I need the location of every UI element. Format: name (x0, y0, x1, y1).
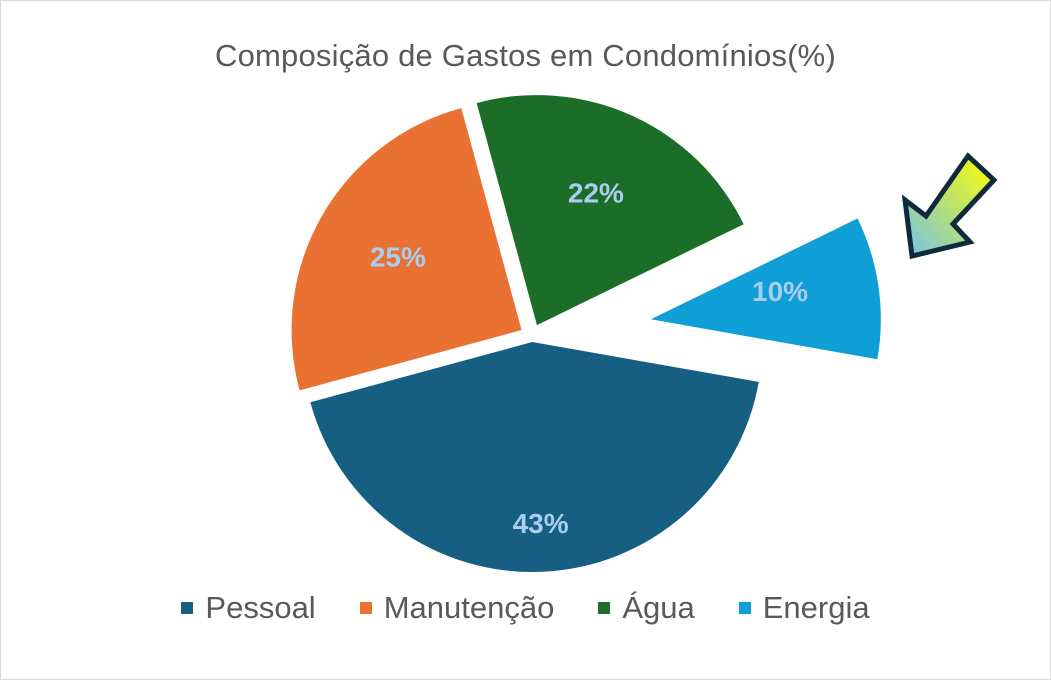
arrow-icon (901, 152, 998, 260)
legend-label: Energia (762, 590, 870, 625)
pie-slice-pessoal (310, 341, 759, 572)
pie-slice-energia (650, 218, 881, 360)
legend: Pessoal Manutenção Água Energia (0, 590, 1051, 626)
chart-title: Composição de Gastos em Condomínios(%) (215, 38, 836, 73)
legend-swatch (359, 602, 372, 614)
legend-item: Pessoal (181, 590, 316, 626)
data-label: 10% (752, 276, 808, 307)
legend-item: Energia (738, 590, 870, 626)
pie-slice-manutencao (291, 108, 522, 391)
legend-item: Água (598, 590, 695, 626)
legend-swatch (181, 602, 194, 614)
data-label: 25% (370, 242, 426, 273)
legend-label: Manutenção (383, 590, 555, 625)
data-label: 43% (513, 508, 569, 539)
legend-swatch (738, 602, 751, 614)
legend-swatch (598, 602, 611, 614)
legend-item: Manutenção (359, 590, 555, 626)
data-label: 22% (568, 178, 624, 209)
pie-slice-agua (476, 95, 744, 326)
legend-label: Pessoal (205, 590, 316, 625)
legend-label: Água (622, 590, 695, 625)
